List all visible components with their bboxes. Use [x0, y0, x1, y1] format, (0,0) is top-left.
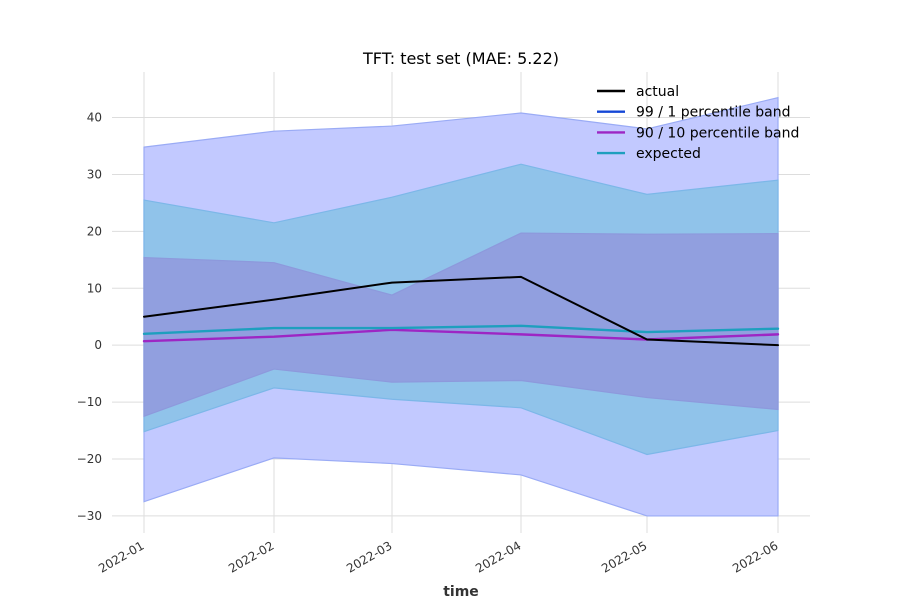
y-tick-label: 0 — [94, 338, 102, 352]
y-tick-label: −30 — [77, 509, 102, 523]
y-tick-label: 20 — [87, 224, 102, 238]
chart-title: TFT: test set (MAE: 5.22) — [362, 49, 559, 68]
y-tick-label: −20 — [77, 452, 102, 466]
series-90 — [142, 328, 780, 343]
legend-item: 99 / 1 percentile band — [597, 105, 790, 121]
y-tick-label: 30 — [87, 167, 102, 181]
band90 — [143, 232, 779, 418]
legend-label: expected — [636, 146, 701, 162]
legend-label: actual — [636, 84, 679, 100]
y-tick-label: 10 — [87, 281, 102, 295]
series-lines — [142, 275, 780, 347]
y-tick-label: 40 — [87, 111, 102, 125]
x-tick-label: 2022-01 — [96, 538, 146, 575]
legend-item: expected — [597, 146, 701, 162]
y-axis-ticks: −30 −20 −10 0 10 20 30 40 — [77, 111, 102, 523]
legend: actual 99 / 1 percentile band 90 / 10 perc… — [597, 84, 799, 162]
legend-item: actual — [597, 84, 679, 100]
series-actual — [143, 275, 779, 347]
x-axis-label: time — [443, 584, 479, 600]
y-tick-label: −10 — [77, 395, 102, 409]
legend-item: 90 / 10 percentile band — [597, 125, 799, 141]
x-axis-ticks: 2022-01 2022-02 2022-03 2022-04 2022-05 2022-… — [96, 538, 780, 575]
x-tick-label: 2022-02 — [226, 538, 276, 575]
percentile-bands — [143, 96, 779, 517]
x-tick-label: 2022-05 — [599, 538, 649, 575]
x-tick-label: 2022-06 — [730, 538, 780, 575]
x-tick-label: 2022-04 — [473, 538, 523, 575]
legend-label: 90 / 10 percentile band — [636, 125, 799, 141]
legend-label: 99 / 1 percentile band — [636, 105, 790, 121]
x-tick-label: 2022-03 — [344, 538, 394, 575]
series-expected — [142, 324, 780, 336]
